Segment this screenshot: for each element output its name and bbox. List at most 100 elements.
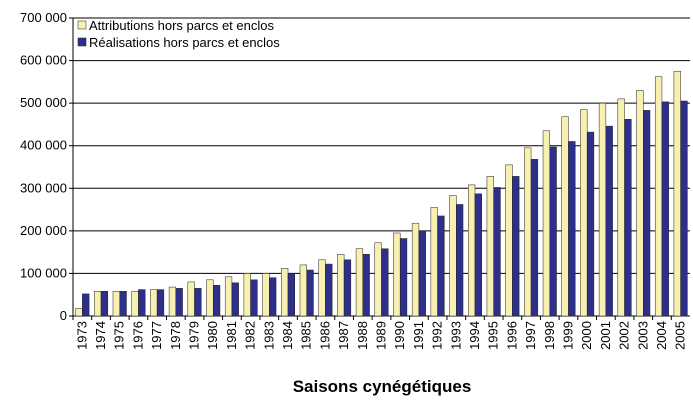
x-tick-label: 1998 [542, 321, 557, 350]
y-tick-label: 300 000 [20, 180, 67, 195]
bar [168, 286, 177, 317]
x-tick-label: 1986 [317, 321, 332, 350]
x-tick-label: 1993 [448, 321, 463, 350]
bar [580, 109, 588, 317]
bar [673, 70, 681, 317]
y-tick-label: 400 000 [20, 138, 67, 153]
legend-swatch [77, 37, 87, 47]
bar [399, 238, 408, 317]
bar [231, 282, 239, 317]
y-tick-label: 0 [60, 308, 67, 323]
x-tick-label: 1987 [336, 321, 351, 350]
x-tick-label: 1974 [93, 321, 108, 350]
bar [224, 276, 233, 317]
bar [449, 195, 457, 317]
y-tick-label: 100 000 [20, 265, 67, 280]
x-tick-label: 1992 [430, 321, 445, 350]
bar [549, 146, 557, 317]
bar [156, 289, 165, 317]
bar [418, 230, 426, 317]
x-tick-label: 2003 [635, 321, 650, 350]
bar [512, 176, 520, 317]
bar [468, 184, 476, 317]
x-tick-label: 1988 [355, 321, 370, 350]
bar [131, 291, 139, 317]
bar [269, 277, 277, 317]
bar [530, 159, 539, 317]
x-tick-label: 1995 [486, 321, 501, 350]
bar [206, 279, 214, 317]
bar [381, 248, 389, 317]
x-tick-label: 1984 [280, 321, 295, 350]
x-tick-label: 1985 [299, 321, 314, 350]
bar [318, 259, 326, 317]
bar [568, 141, 576, 317]
bar [150, 289, 158, 317]
bar [474, 193, 482, 317]
y-tick-label: 500 000 [20, 95, 67, 110]
y-tick-label: 200 000 [20, 223, 67, 238]
bar [598, 102, 607, 317]
bar [542, 130, 551, 317]
bar [411, 222, 420, 317]
bar [343, 259, 352, 317]
bar [661, 101, 669, 317]
bar [250, 279, 258, 317]
bar [624, 119, 632, 317]
x-tick-label: 1999 [560, 321, 575, 350]
bar [119, 291, 127, 317]
bar [325, 263, 333, 317]
x-tick-label: 1980 [205, 321, 220, 350]
x-tick-label: 2001 [598, 321, 613, 350]
x-tick-label: 1990 [392, 321, 407, 350]
y-tick-label: 600 000 [20, 53, 67, 68]
x-tick-label: 1976 [130, 321, 145, 350]
bar [94, 291, 102, 317]
bar [493, 187, 501, 317]
bar [262, 273, 270, 317]
x-tick-label: 1977 [149, 321, 164, 350]
bar [636, 90, 644, 317]
bar [306, 269, 314, 317]
x-tick-label: 1979 [187, 321, 202, 350]
bar [100, 291, 109, 317]
x-tick-label: 1989 [374, 321, 389, 350]
x-tick-label: 1978 [168, 321, 183, 350]
x-tick-label: 1983 [261, 321, 276, 350]
legend-swatch [77, 20, 87, 30]
x-tick-label: 1997 [523, 321, 538, 350]
x-tick-label: 2000 [579, 321, 594, 350]
y-tick-label: 700 000 [20, 10, 67, 25]
bar [362, 254, 370, 317]
bar [486, 176, 494, 317]
bar [680, 100, 688, 317]
bar [437, 215, 445, 317]
x-tick-label: 1996 [504, 321, 519, 350]
bar [355, 248, 364, 317]
bar [505, 164, 513, 317]
bar [561, 116, 569, 317]
bar [175, 288, 183, 317]
legend-label: Attributions hors parcs et enclos [89, 18, 274, 33]
bar [243, 273, 251, 317]
x-axis-title: Saisons cynégétiques [293, 377, 472, 396]
bar [287, 273, 295, 317]
bar [299, 264, 307, 317]
x-tick-label: 1981 [224, 321, 239, 350]
bar [524, 147, 532, 317]
x-tick-label: 1973 [74, 321, 89, 350]
x-tick-label: 1982 [243, 321, 258, 350]
x-tick-label: 1991 [411, 321, 426, 350]
bar [337, 254, 345, 317]
bar [617, 98, 625, 317]
x-tick-label: 2004 [654, 321, 669, 350]
bar [187, 281, 195, 317]
bar [654, 76, 663, 317]
x-tick-label: 2005 [673, 321, 688, 350]
bar [212, 285, 221, 317]
x-tick-label: 1994 [467, 321, 482, 350]
bar [138, 289, 146, 317]
bar [281, 268, 289, 317]
bar [605, 125, 613, 317]
